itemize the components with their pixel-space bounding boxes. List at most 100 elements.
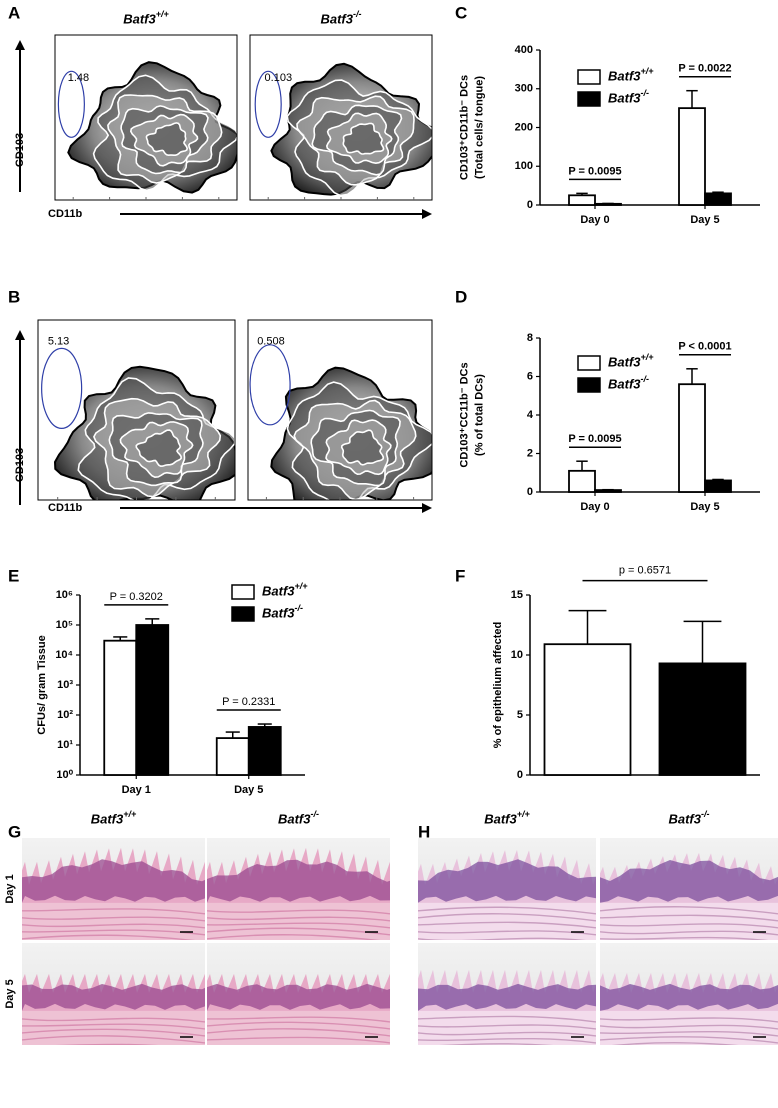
muscle-fiber [207, 1016, 390, 1023]
muscle-fiber [207, 1053, 390, 1056]
muscle-fiber [418, 913, 596, 922]
flow-plot [67, 61, 237, 194]
histology-image [600, 943, 778, 1070]
x-arrow-head [422, 209, 432, 219]
muscle-fiber [418, 1074, 596, 1077]
histology-image [600, 838, 778, 940]
muscle-fiber [207, 922, 390, 929]
y-axis-label: (Total cells/ tongue) [473, 76, 485, 179]
y-arrow-head [15, 330, 25, 340]
flow-plot [53, 365, 235, 500]
legend-swatch [577, 377, 601, 393]
bar [215, 737, 250, 776]
x-tick-label: Day 5 [690, 501, 719, 513]
y-axis-label: CD103⁺CD11b⁻ DCs [458, 75, 470, 180]
muscle-fiber [22, 1060, 205, 1063]
x-tick-label: Day 0 [580, 501, 609, 513]
muscle-fiber [207, 927, 390, 936]
y-tick-label: 8 [527, 332, 533, 344]
legend-label: Batf3+/+ [608, 352, 654, 369]
legend-swatch [231, 606, 255, 622]
y-tick-label: 10⁶ [56, 589, 73, 601]
muscle-fiber [600, 923, 778, 929]
muscle-fiber [55, 1043, 159, 1045]
column-title: Batf3+/+ [91, 809, 137, 826]
lamina [207, 902, 390, 940]
muscle-fiber [418, 921, 596, 929]
legend-label: Batf3-/- [262, 603, 303, 620]
x-tick-label: Day 5 [234, 784, 263, 796]
x-tick-label: Day 5 [690, 214, 719, 226]
muscle-fiber [418, 1031, 596, 1037]
column-title: Batf3+/+ [484, 809, 530, 826]
legend-swatch [577, 69, 601, 85]
y-axis-label: CFUs/ gram Tissue [36, 635, 48, 734]
histology-image [207, 838, 390, 940]
x-axis-label: CD11b [48, 502, 83, 514]
muscle-fiber [207, 1071, 390, 1078]
y-axis-label: (% of total DCs) [473, 374, 485, 456]
x-axis-label: CD11b [48, 208, 83, 220]
muscle-fiber [418, 937, 586, 940]
histology-image [418, 838, 596, 940]
gate-label: 0.103 [265, 72, 293, 84]
p-value: P = 0.0022 [678, 63, 731, 75]
muscle-fiber [418, 1067, 596, 1071]
y-tick-label: 10¹ [57, 739, 73, 751]
muscle-fiber [600, 1024, 778, 1030]
gate [57, 70, 85, 138]
y-tick-label: 15 [511, 589, 523, 601]
bar [704, 479, 732, 493]
muscle-fiber [22, 1023, 205, 1030]
y-tick-label: 10³ [57, 679, 73, 691]
muscle-fiber [207, 1021, 390, 1030]
histology-image [22, 943, 205, 1063]
flow-plot [270, 366, 432, 500]
panel-letter: F [455, 566, 465, 585]
panel-letter: B [8, 287, 20, 306]
genotype-title: Batf3-/- [320, 9, 361, 26]
legend-label: Batf3+/+ [262, 581, 308, 598]
muscle-fiber [600, 1051, 778, 1057]
muscle-fiber [600, 936, 768, 940]
y-tick-label: 300 [515, 83, 533, 95]
muscle-fiber [22, 1053, 205, 1057]
flow-plot [270, 62, 432, 197]
muscle-fiber [600, 1067, 778, 1070]
y-tick-label: 4 [527, 409, 534, 421]
x-tick-label: Day 0 [580, 214, 609, 226]
panel-letter: E [8, 566, 19, 585]
gate-label: 1.48 [68, 72, 89, 84]
y-axis-label: CD103 [14, 133, 26, 167]
y-tick-label: 0 [527, 486, 533, 498]
row-label: Day 5 [4, 979, 16, 1008]
muscle-fiber [418, 1058, 596, 1064]
basal-layer [22, 859, 205, 903]
muscle-fiber [600, 1017, 778, 1023]
bar [704, 192, 732, 206]
bar [568, 469, 596, 493]
gate-label: 0.508 [257, 336, 285, 348]
contour [340, 429, 385, 466]
y-tick-label: 6 [527, 370, 533, 382]
y-axis-label: CD103⁺CC11b⁻ DCs [458, 362, 470, 467]
y-tick-label: 2 [527, 447, 533, 459]
muscle-fiber [600, 914, 778, 922]
y-tick-label: 200 [515, 121, 533, 133]
bar [594, 202, 622, 206]
bar [247, 726, 282, 776]
legend-swatch [577, 91, 601, 107]
muscle-fiber [418, 1037, 596, 1044]
basal-layer [207, 983, 390, 1011]
y-axis-label: CD103 [14, 448, 26, 482]
y-tick-label: 0 [517, 769, 523, 781]
muscle-fiber [600, 1060, 778, 1064]
bar [103, 639, 138, 776]
x-arrow-head [422, 503, 432, 513]
row-label: Day 1 [4, 874, 16, 903]
y-tick-label: 10 [511, 649, 523, 661]
y-tick-label: 10⁵ [56, 619, 73, 631]
